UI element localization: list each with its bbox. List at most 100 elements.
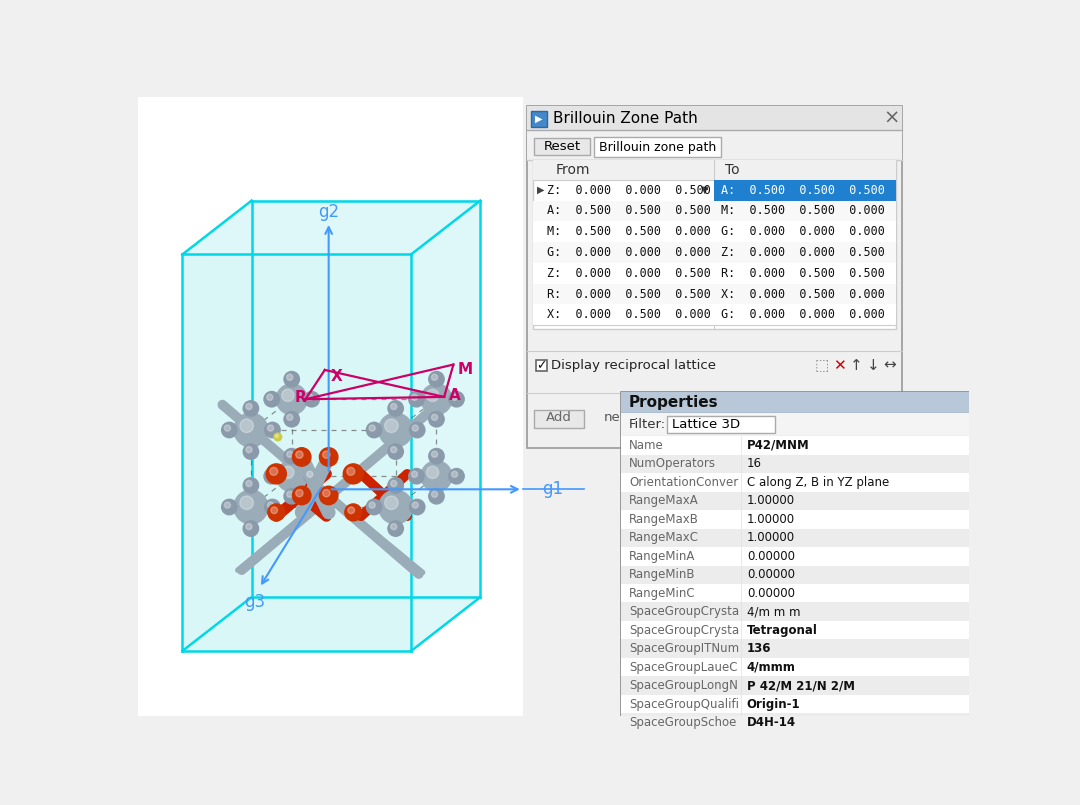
Circle shape <box>431 374 437 380</box>
Text: 136: 136 <box>746 642 771 655</box>
Text: From: From <box>556 163 591 177</box>
Circle shape <box>305 469 320 484</box>
Circle shape <box>451 394 458 400</box>
Text: Name: Name <box>629 439 664 452</box>
Text: Brillouin Zone Path: Brillouin Zone Path <box>553 110 698 126</box>
Circle shape <box>234 490 268 524</box>
Text: SpaceGroupCrysta: SpaceGroupCrysta <box>629 605 739 618</box>
Circle shape <box>379 413 413 447</box>
Bar <box>532 242 896 263</box>
Text: ×: × <box>883 109 900 128</box>
Circle shape <box>246 403 252 410</box>
Bar <box>715 180 896 200</box>
Text: Z:  0.000  0.000  0.500: Z: 0.000 0.000 0.500 <box>546 266 711 280</box>
Bar <box>532 200 896 221</box>
Text: SpaceGroupITNum: SpaceGroupITNum <box>629 642 739 655</box>
Circle shape <box>449 469 464 484</box>
Circle shape <box>431 451 437 457</box>
Bar <box>621 566 970 584</box>
Text: Brillouin zone path: Brillouin zone path <box>599 141 716 154</box>
Circle shape <box>411 471 418 477</box>
Circle shape <box>320 486 338 505</box>
Circle shape <box>369 425 375 431</box>
Circle shape <box>265 423 280 438</box>
Text: D4H-14: D4H-14 <box>746 716 796 729</box>
Bar <box>621 529 970 547</box>
Circle shape <box>391 523 396 530</box>
Text: ▶: ▶ <box>535 114 542 124</box>
Circle shape <box>449 391 464 407</box>
Text: RangeMaxA: RangeMaxA <box>629 494 699 507</box>
Bar <box>621 473 970 492</box>
Circle shape <box>282 466 294 478</box>
Circle shape <box>274 433 282 441</box>
Circle shape <box>225 502 230 508</box>
Circle shape <box>408 469 424 484</box>
Bar <box>532 283 896 304</box>
Text: 4/mmm: 4/mmm <box>746 661 796 674</box>
Circle shape <box>246 523 252 530</box>
Text: SpaceGroupLongN: SpaceGroupLongN <box>629 679 738 692</box>
Polygon shape <box>183 200 481 254</box>
Circle shape <box>286 451 293 457</box>
Text: To: To <box>725 163 740 177</box>
Circle shape <box>265 499 280 514</box>
Text: SpaceGroupSchoe: SpaceGroupSchoe <box>629 716 737 729</box>
Text: A: A <box>449 388 460 402</box>
Text: Display reciprocal lattice: Display reciprocal lattice <box>551 359 716 372</box>
Bar <box>621 436 970 455</box>
Bar <box>621 391 970 413</box>
Text: ▶: ▶ <box>537 185 544 195</box>
Text: Add: Add <box>546 411 571 424</box>
Text: X:  0.000  0.500  0.000: X: 0.000 0.500 0.000 <box>546 308 711 321</box>
Circle shape <box>234 413 268 447</box>
Text: OrientationConver: OrientationConver <box>629 476 739 489</box>
Text: 0.00000: 0.00000 <box>746 568 795 581</box>
Text: ▼: ▼ <box>701 185 708 195</box>
Text: ✕: ✕ <box>833 358 846 373</box>
Circle shape <box>388 444 403 460</box>
Circle shape <box>343 464 363 484</box>
Bar <box>621 547 970 566</box>
Circle shape <box>323 489 330 497</box>
Text: SpaceGroupQualifi: SpaceGroupQualifi <box>629 698 739 711</box>
Text: R:  0.000  0.500  0.500: R: 0.000 0.500 0.500 <box>720 266 885 280</box>
Circle shape <box>427 466 438 478</box>
Circle shape <box>284 411 299 427</box>
Circle shape <box>284 371 299 387</box>
Circle shape <box>307 471 313 477</box>
Circle shape <box>347 468 355 476</box>
Circle shape <box>348 507 354 514</box>
Circle shape <box>391 403 396 410</box>
Circle shape <box>264 391 280 407</box>
Bar <box>137 97 523 716</box>
Text: RangeMinB: RangeMinB <box>629 568 696 581</box>
Circle shape <box>243 521 258 536</box>
Circle shape <box>429 489 444 504</box>
Circle shape <box>388 477 403 493</box>
Text: g2: g2 <box>319 203 339 221</box>
Text: g3: g3 <box>244 592 266 611</box>
Bar <box>621 639 970 658</box>
Text: G:  0.000  0.000  0.000: G: 0.000 0.000 0.000 <box>720 308 885 321</box>
Text: RangeMaxB: RangeMaxB <box>629 513 699 526</box>
Circle shape <box>305 391 320 407</box>
Text: X:  0.000  0.500  0.000: X: 0.000 0.500 0.000 <box>720 287 885 300</box>
Bar <box>621 602 970 621</box>
Bar <box>621 676 970 695</box>
Text: M:  0.500  0.500  0.000: M: 0.500 0.500 0.000 <box>720 204 885 217</box>
Bar <box>623 394 972 719</box>
Bar <box>621 492 970 510</box>
Bar <box>532 221 896 242</box>
Circle shape <box>429 448 444 464</box>
Circle shape <box>221 423 237 438</box>
Bar <box>621 413 970 436</box>
Text: G:  0.000  0.000  0.000: G: 0.000 0.000 0.000 <box>720 225 885 238</box>
Circle shape <box>267 471 273 477</box>
Text: Lattice 3D: Lattice 3D <box>672 418 740 431</box>
Bar <box>621 695 970 713</box>
Circle shape <box>427 389 438 402</box>
Bar <box>535 138 590 155</box>
Text: A:  0.500  0.500  0.500: A: 0.500 0.500 0.500 <box>720 184 885 196</box>
Circle shape <box>284 489 299 504</box>
